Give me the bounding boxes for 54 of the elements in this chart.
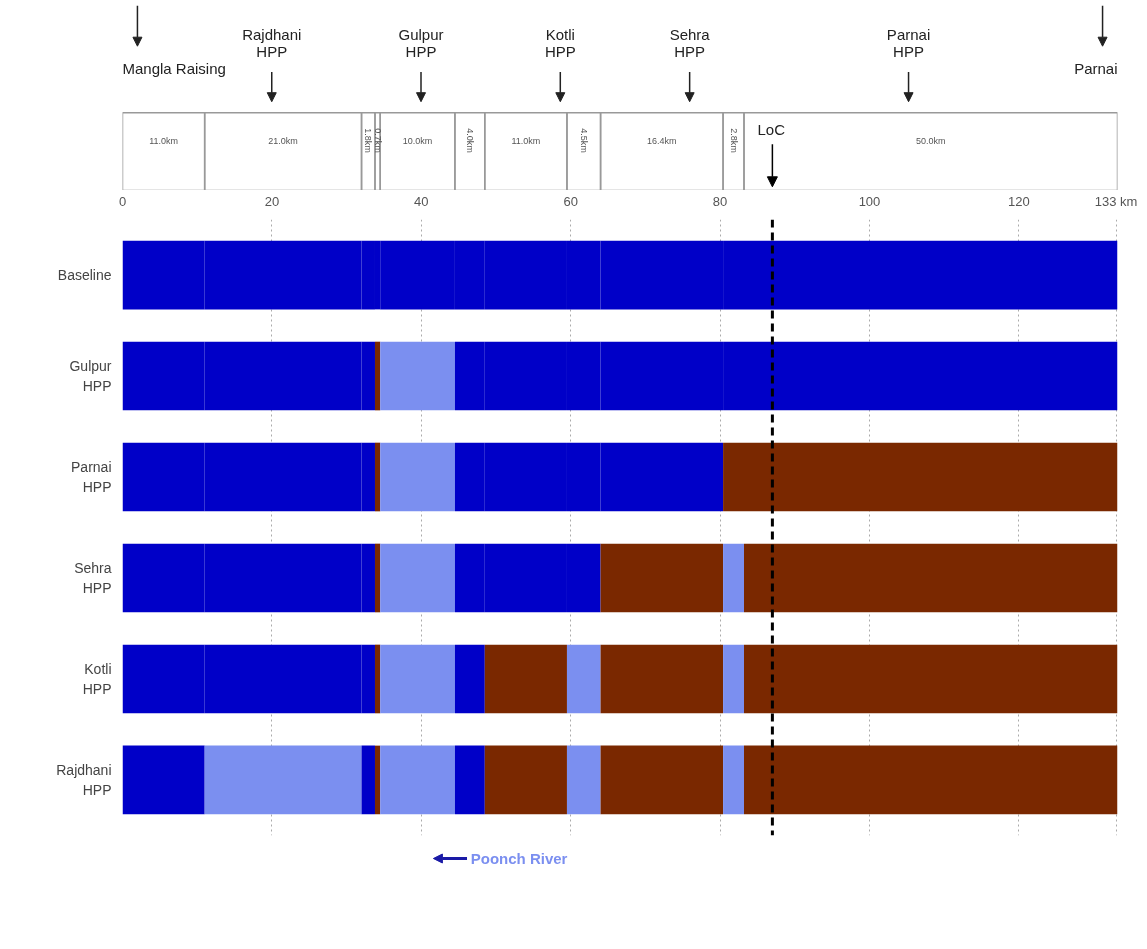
text: Parnai <box>1074 59 1118 77</box>
x-tick-label: 120 <box>1008 193 1030 209</box>
text: 4.5km <box>578 128 589 153</box>
text: 2.8km <box>728 128 739 153</box>
bar <box>374 644 381 714</box>
bar <box>454 644 485 714</box>
text: Mangla Raising <box>122 59 226 77</box>
text: 11.0km <box>149 135 179 146</box>
x-tick-label: 40 <box>414 193 429 209</box>
y-tick-label: Baseline <box>57 267 112 284</box>
x-tick-label: 80 <box>712 193 728 209</box>
text: 21.0km <box>268 135 298 146</box>
y-tick-label: Rajdhani HPP <box>56 762 112 798</box>
bar <box>374 543 381 613</box>
x-tick-label: 100 <box>858 193 881 209</box>
text: 0.7km <box>372 128 383 153</box>
bar <box>723 644 744 714</box>
x-tick-label: 60 <box>563 193 578 209</box>
text: 1.8km <box>363 128 374 153</box>
bar <box>374 341 381 411</box>
bar <box>122 745 205 815</box>
bar <box>380 745 455 815</box>
text: 10.0km <box>402 135 433 146</box>
x-tick-label: 0 <box>118 193 127 209</box>
bar <box>361 745 375 815</box>
bar <box>374 442 381 512</box>
bar <box>380 442 455 512</box>
text: 4.0km <box>464 128 475 153</box>
text: 11.0km <box>511 135 541 146</box>
text: Sehra HPP <box>669 25 711 60</box>
text: 50.0km <box>915 135 946 146</box>
text: Poonch River <box>470 850 568 867</box>
bar <box>380 644 455 714</box>
bar <box>380 341 455 411</box>
bar <box>380 543 455 613</box>
y-tick-label: Parnai HPP <box>71 459 112 495</box>
y-tick-label: Gulpur HPP <box>69 358 112 394</box>
x-tick-label: 133 km <box>1094 193 1138 209</box>
bar <box>723 543 744 613</box>
y-tick-label: Kotli HPP <box>82 661 112 697</box>
text: Rajdhani HPP <box>242 25 302 60</box>
bar <box>744 644 1118 714</box>
text: Kotli HPP <box>544 25 576 60</box>
y-tick-label: Sehra HPP <box>74 560 112 596</box>
text: Gulpur HPP <box>398 25 444 60</box>
ref-line-label: LoC <box>757 120 786 138</box>
text: 16.4km <box>647 135 677 146</box>
bar <box>723 745 744 815</box>
bar <box>744 745 1118 815</box>
text: Parnai HPP <box>886 25 931 60</box>
bar <box>374 745 381 815</box>
x-tick-label: 20 <box>264 193 280 209</box>
bar <box>454 745 485 815</box>
bar <box>744 543 1118 613</box>
